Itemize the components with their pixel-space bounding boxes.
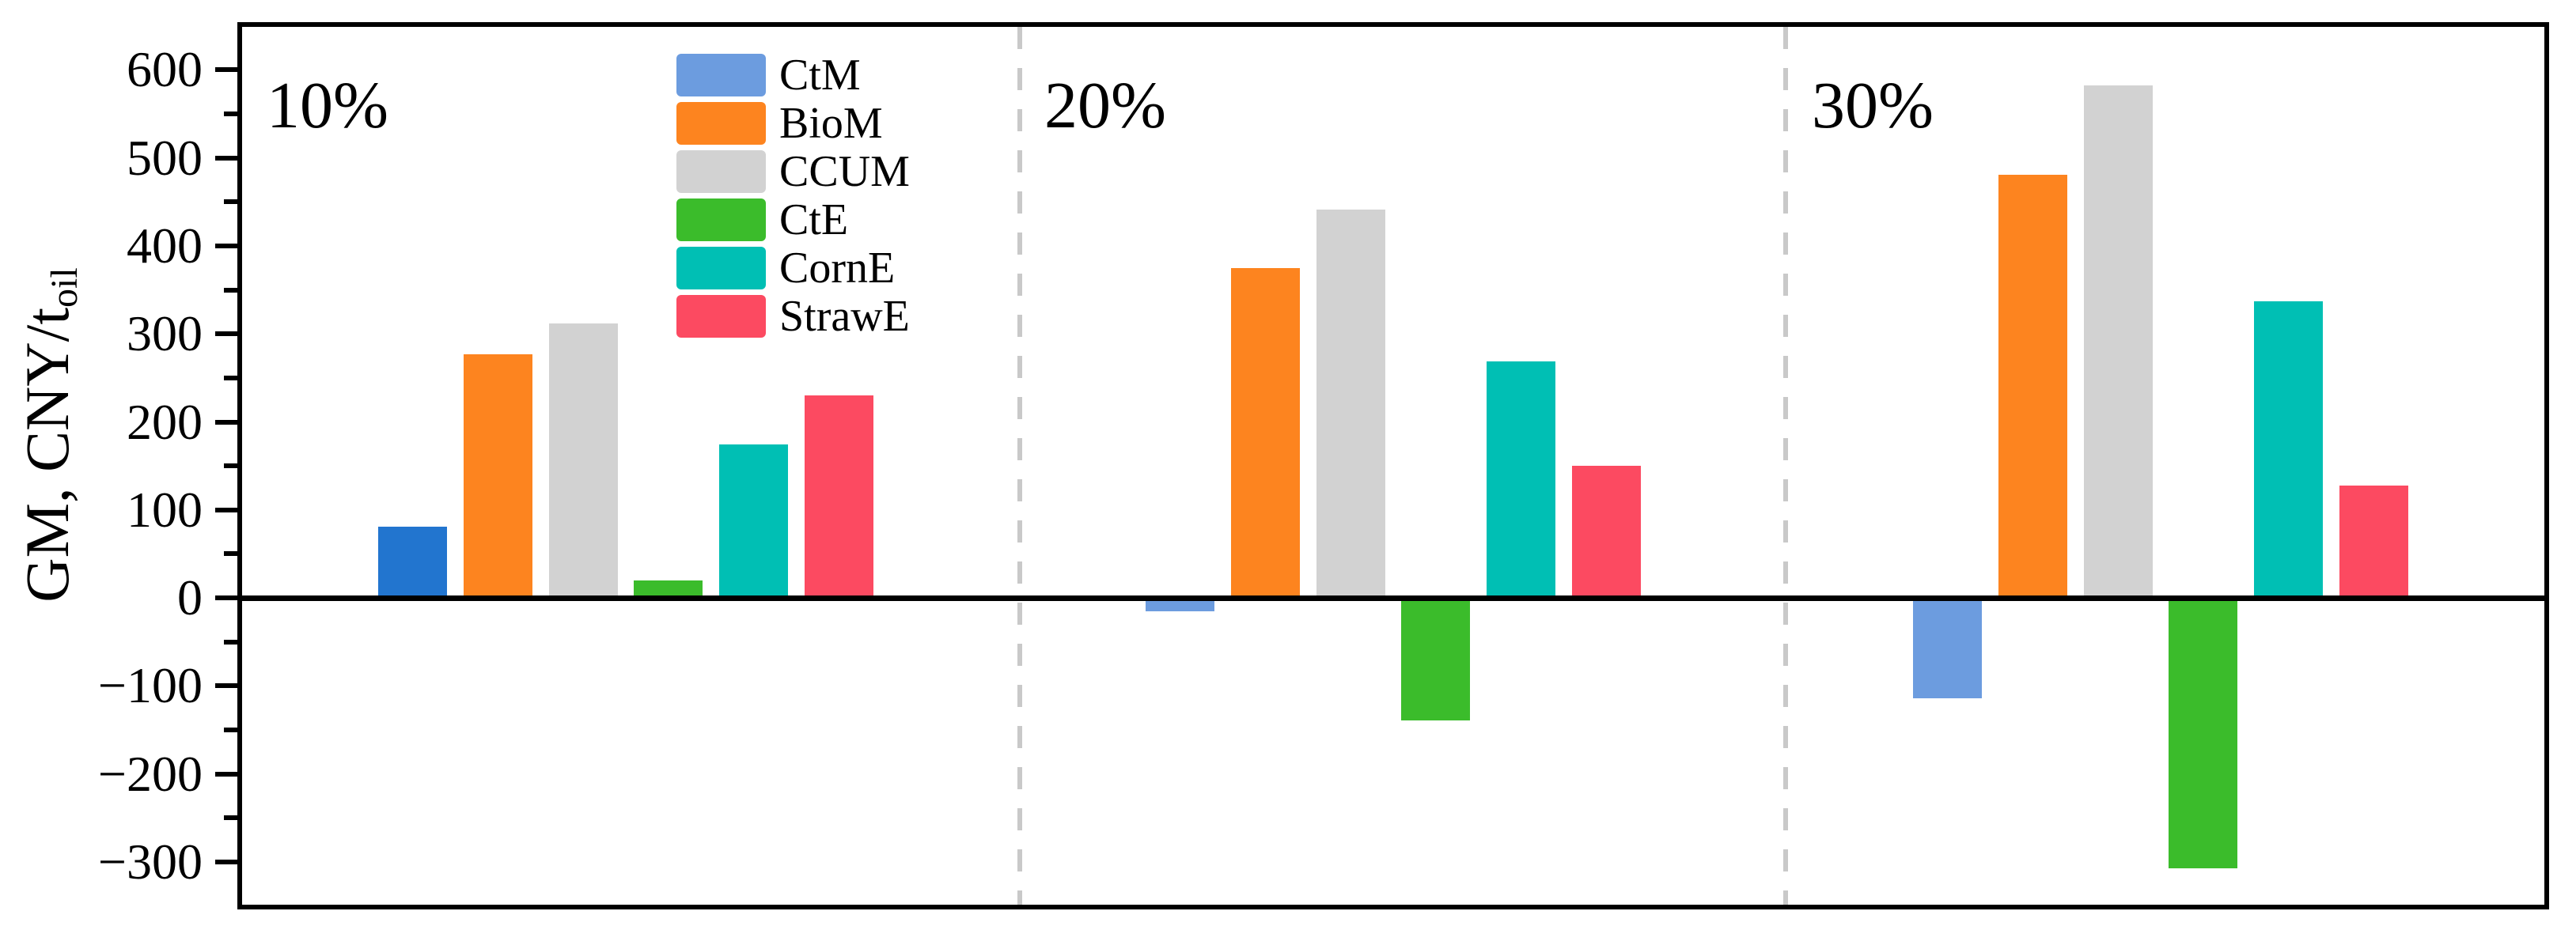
- y-tick-label: 600: [127, 41, 203, 98]
- bar: [634, 580, 703, 598]
- y-tick-label: −100: [97, 657, 203, 714]
- y-major-tick: [215, 771, 237, 777]
- y-major-tick: [215, 243, 237, 248]
- legend-label: CtE: [779, 195, 849, 244]
- legend-swatch: [676, 295, 766, 338]
- legend-label: CtM: [779, 51, 861, 100]
- y-tick-label: 100: [127, 481, 203, 538]
- bar: [1572, 466, 1641, 598]
- y-minor-tick: [224, 551, 237, 557]
- bar: [719, 444, 789, 598]
- y-minor-tick: [224, 375, 237, 380]
- y-minor-tick: [224, 463, 237, 469]
- panel-label: 20%: [1044, 69, 1166, 142]
- bar: [1316, 210, 1385, 598]
- legend-label: CCUM: [779, 147, 910, 196]
- legend-swatch: [676, 102, 766, 145]
- zero-line: [242, 595, 2544, 601]
- plot-area: 10% 20% 30% CtM BioM CCUM CtE CornE StrawE: [237, 22, 2549, 909]
- y-major-tick: [215, 595, 237, 600]
- y-minor-tick: [224, 727, 237, 732]
- bar: [463, 353, 532, 598]
- y-minor-tick: [224, 199, 237, 205]
- bar: [2083, 85, 2153, 598]
- legend-swatch: [676, 247, 766, 289]
- y-major-tick: [215, 419, 237, 425]
- y-major-tick: [215, 67, 237, 73]
- y-tick-label: 500: [127, 129, 203, 186]
- y-minor-tick: [224, 815, 237, 821]
- y-tick-label: 0: [177, 569, 203, 626]
- bar: [378, 526, 447, 598]
- y-tick-label: 300: [127, 305, 203, 362]
- bar: [2339, 485, 2408, 598]
- bar: [1401, 598, 1471, 720]
- y-minor-tick: [224, 287, 237, 293]
- bar: [1230, 267, 1300, 598]
- y-tick-label: −300: [97, 833, 203, 890]
- legend-label: BioM: [779, 99, 883, 148]
- legend-label: CornE: [779, 244, 896, 293]
- legend-label: StrawE: [779, 292, 910, 341]
- bar: [548, 323, 618, 598]
- bar: [1998, 174, 2067, 598]
- panel-divider: [1017, 27, 1022, 905]
- legend-swatch: [676, 198, 766, 241]
- y-major-tick: [215, 155, 237, 161]
- bar: [1487, 361, 1556, 598]
- y-major-tick: [215, 859, 237, 864]
- bar: [1913, 598, 1982, 698]
- y-minor-tick: [224, 639, 237, 645]
- bar: [1146, 598, 1214, 611]
- y-minor-tick: [224, 112, 237, 116]
- y-tick-label: 400: [127, 217, 203, 274]
- bar: [805, 395, 873, 598]
- legend-swatch: [676, 150, 766, 193]
- legend-swatch: [676, 54, 766, 96]
- y-major-tick: [215, 331, 237, 337]
- panel-label: 10%: [267, 69, 388, 142]
- panel-label: 30%: [1812, 69, 1934, 142]
- y-major-tick: [215, 683, 237, 689]
- y-tick-label: −200: [97, 745, 203, 802]
- y-major-tick: [215, 507, 237, 512]
- bar: [2254, 301, 2324, 598]
- bar: [2169, 598, 2238, 868]
- y-tick-label: 200: [127, 393, 203, 450]
- panel-divider: [1783, 27, 1788, 905]
